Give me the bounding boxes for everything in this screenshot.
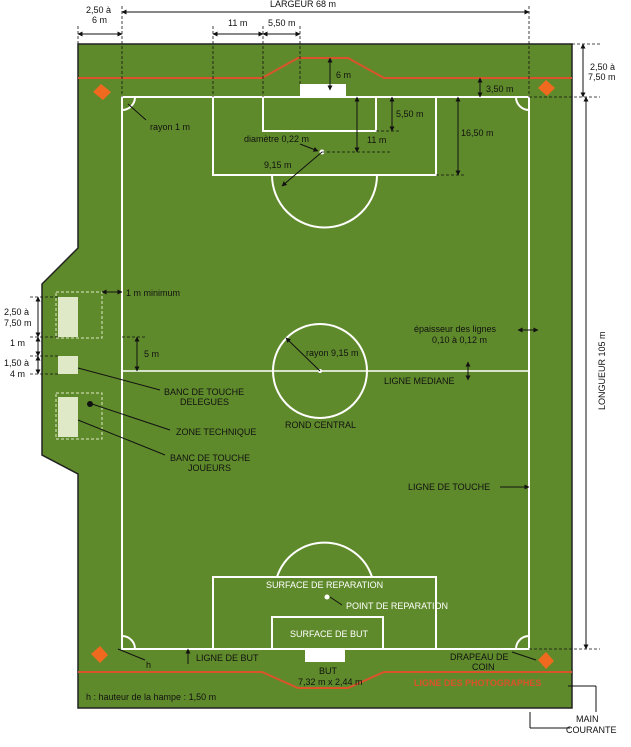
label-11m-right: 11 m <box>367 135 386 145</box>
label-epaisseur: épaisseur des lignes <box>414 324 497 334</box>
top-penalty-arc <box>271 174 378 229</box>
label-left-750: 7,50 m <box>4 318 32 328</box>
bench-delegates <box>58 356 78 374</box>
label-surface-reparation: SURFACE DE REPARATION <box>266 580 383 590</box>
label-drapeau2: COIN <box>472 662 495 672</box>
label-main-courante: MAIN <box>576 714 599 724</box>
label-ligne-mediane: LIGNE MEDIANE <box>384 376 455 386</box>
corner-arc-br <box>515 635 530 650</box>
corner-flag-tl <box>93 84 111 100</box>
label-longueur: LONGUEUR 105 m <box>597 331 607 410</box>
label-but: BUT <box>319 666 338 676</box>
corner-arc-bl <box>121 635 136 650</box>
photographers-line-top <box>78 57 572 79</box>
technical-zone-top <box>55 291 103 339</box>
corner-arc-tr <box>515 96 530 111</box>
photographers-line-bottom <box>78 671 572 689</box>
label-banc-joueurs: BANC DE TOUCHE <box>170 453 250 463</box>
label-rayon1: rayon 1 m <box>150 122 190 132</box>
label-left-150: 1,50 à <box>4 358 29 368</box>
label-1650: 16,50 m <box>461 128 494 138</box>
centre-circle <box>272 323 368 419</box>
corner-flag-br <box>538 652 554 669</box>
label-550-right: 5,50 m <box>396 109 424 119</box>
label-1m-minimum: 1 m minimum <box>126 288 180 298</box>
label-6m: 6 m <box>336 70 351 80</box>
label-hampe: h : hauteur de la hampe : 1,50 m <box>86 692 216 702</box>
label-drapeau: DRAPEAU DE <box>450 652 509 662</box>
grass-area <box>41 43 573 709</box>
bench-top <box>58 297 78 337</box>
top-goal <box>300 84 346 97</box>
label-rayon915: rayon 9,15 m <box>306 348 359 358</box>
extension-lines <box>30 6 600 650</box>
label-zone-technique: ZONE TECHNIQUE <box>176 427 256 437</box>
label-surface-but: SURFACE DE BUT <box>290 629 369 639</box>
label-margin-top: 2,50 à <box>86 5 111 15</box>
technical-zone-bottom <box>55 392 103 440</box>
label-ligne-but: LIGNE DE BUT <box>196 653 259 663</box>
label-ligne-photographes: LIGNE DES PHOTOGRAPHES <box>414 678 541 688</box>
corner-flag-bl <box>91 646 108 663</box>
label-main-courante2: COURANTE <box>566 725 617 735</box>
label-point-reparation: POINT DE REPARATION <box>346 601 448 611</box>
label-ligne-touche: LIGNE DE TOUCHE <box>408 482 490 492</box>
label-h: h <box>146 660 151 670</box>
label-epaisseur2: 0,10 à 0,12 m <box>432 335 487 345</box>
label-550-top: 5,50 m <box>268 18 296 28</box>
label-915: 9,15 m <box>264 160 292 170</box>
label-5m: 5 m <box>144 349 159 359</box>
label-diametre: diamètre 0,22 m <box>244 134 309 144</box>
label-banc-delegues: BANC DE TOUCHE <box>164 387 244 397</box>
label-margin-right: 2,50 à <box>590 62 615 72</box>
label-350: 3,50 m <box>486 84 514 94</box>
label-left-4m: 4 m <box>10 369 25 379</box>
label-largeur: LARGEUR 68 m <box>270 0 336 9</box>
label-margin-top2: 6 m <box>92 15 107 25</box>
label-11m-top: 11 m <box>228 18 247 28</box>
label-rond-central: ROND CENTRAL <box>285 420 356 430</box>
label-left-1m: 1 m <box>10 338 25 348</box>
label-banc-joueurs2: JOUEURS <box>188 463 231 473</box>
label-banc-delegues2: DELEGUES <box>180 397 229 407</box>
dimension-lines <box>35 9 597 729</box>
label-left-250: 2,50 à <box>4 307 29 317</box>
technical-zone-dot <box>87 401 93 407</box>
label-but-dim: 7,32 m x 2,44 m <box>298 677 363 687</box>
bottom-penalty-arc <box>276 541 373 578</box>
bench-players <box>58 397 78 437</box>
corner-flag-tr <box>538 80 555 96</box>
bottom-penalty-spot <box>324 594 330 600</box>
bottom-goal <box>305 649 345 662</box>
label-margin-right2: 7,50 m <box>588 72 616 82</box>
